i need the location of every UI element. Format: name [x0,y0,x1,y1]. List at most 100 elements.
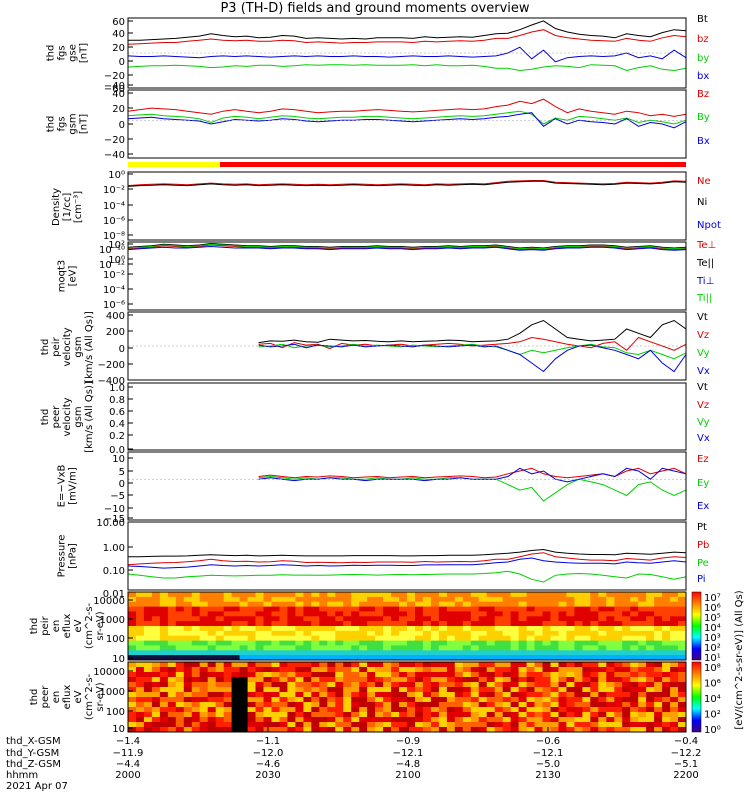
panel-frame [127,382,687,451]
spectrogram-cell [415,616,424,622]
spectrogram-cell [415,630,424,637]
spectrogram-cell [175,667,185,673]
spectrogram-cell [534,655,543,661]
spectrogram-cell [391,722,400,728]
spectrogram-cell [167,630,177,637]
spectrogram-cell [343,640,352,646]
x-axis-value: −0.6 [536,736,560,747]
spectrogram-cell [462,611,472,617]
spectrogram-cell [574,697,583,703]
spectrogram-cell [654,606,663,612]
spectrogram-cell [263,601,272,608]
spectrogram-cell [136,662,145,668]
spectrogram-cell [486,621,496,627]
spectrogram-cell [151,687,161,693]
spectrogram-cell [303,655,312,661]
spectrogram-cell [151,697,161,703]
legend-entry: Ex [697,501,709,512]
spectrogram-cell [646,677,655,683]
spectrogram-cell [128,650,137,656]
spectrogram-cell [399,630,408,637]
spectrogram-cell [215,707,225,713]
spectrogram-cell [630,697,639,703]
spectrogram-cell [478,635,488,642]
spectrogram-cell [311,667,320,673]
spectrogram-cell [454,692,464,698]
spectrogram-cell [638,596,647,603]
spectrogram-cell [542,667,551,673]
spectrogram-cell [550,722,559,728]
spectrogram-cell [478,650,488,656]
spectrogram-cell [470,707,480,713]
spectrogram-cell [343,630,352,637]
spectrogram-cell [271,687,280,693]
spectrogram-cell [574,702,583,708]
spectrogram-cell [303,606,312,612]
spectrogram-cell [279,611,288,617]
spectrogram-cell [399,601,408,608]
spectrogram-cell [566,645,575,651]
series-line-Te⊥ [127,244,687,251]
spectrogram-cell [359,626,368,632]
spectrogram-cell [375,616,384,622]
spectrogram-cell [534,630,543,637]
spectrogram-cell [247,621,257,627]
spectrogram-cell [223,712,233,718]
spectrogram-cell [582,727,591,733]
spectrogram-cell [558,606,567,612]
spectrogram-cell [255,727,264,733]
spectrogram-cell [287,592,296,598]
spectrogram-cell [175,596,185,603]
spectrogram-cell [590,682,599,688]
spectrogram-cell [614,722,623,728]
spectrogram-cell [478,712,488,718]
spectrogram-cell [670,692,679,698]
spectrogram-cell [558,702,567,708]
spectrogram-cell [510,662,520,668]
spectrogram-cell [422,621,432,627]
spectrogram-cell [542,697,551,703]
spectrogram-cell [558,707,567,713]
spectrogram-cell [662,697,671,703]
spectrogram-cell [630,662,639,668]
spectrogram-cell [207,722,217,728]
spectrogram-cell [446,687,456,693]
spectrogram-cell [191,596,201,603]
spectrogram-cell [223,697,233,703]
spectrogram-cell [136,667,145,673]
spectrogram-cell [566,611,575,617]
spectrogram-cell [422,667,432,673]
spectrogram-cell [367,655,376,661]
spectrogram-cell [399,662,408,668]
series-line-Bt [128,20,687,41]
spectrogram-cell [343,687,352,693]
spectrogram-cell [678,592,687,598]
spectrogram-cell [175,635,185,642]
spectrogram-cell [590,672,599,678]
spectrogram-cell [470,596,480,603]
spectrogram-cell [271,621,280,627]
spectrogram-cell [175,682,185,688]
spectrogram-cell [239,687,249,693]
spectrogram-cell [407,667,416,673]
spectrogram-cell [550,630,559,637]
spectrogram-cell [295,645,304,651]
series-line-Pb [127,552,687,566]
spectrogram-cell [343,692,352,698]
spectrogram-cell [239,635,249,642]
spectrogram-cell [287,601,296,608]
spectrogram-cell [542,596,551,603]
spectrogram-cell [239,655,249,661]
spectrogram-cell [383,662,392,668]
spectrogram-cell [255,601,264,608]
spectrogram-cell [263,702,272,708]
spectrogram-cell [287,697,296,703]
spectrogram-cell [239,727,249,733]
spectrogram-cell [319,692,328,698]
spectrogram-cell [614,677,623,683]
spectrogram-cell [606,630,615,637]
spectrogram-cell [446,650,456,656]
spectrogram-cell [606,655,615,661]
spectrogram-cell [191,662,201,668]
spectrogram-cell [359,640,368,646]
